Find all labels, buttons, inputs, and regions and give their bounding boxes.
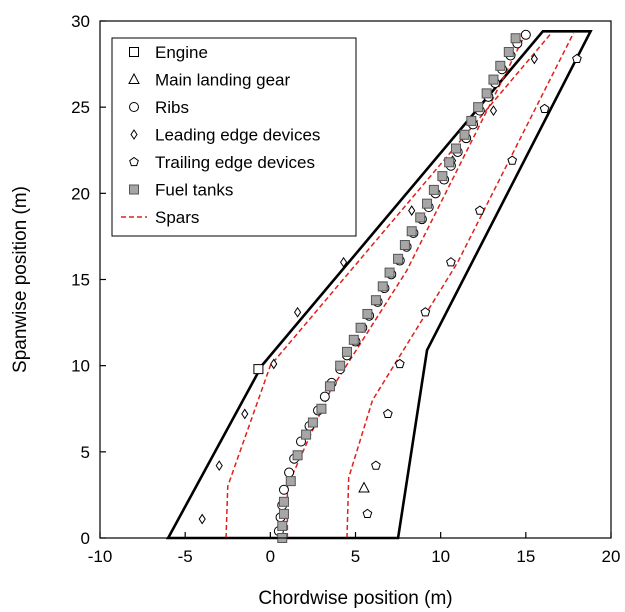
fuel-tanks-point: [355, 322, 366, 333]
legend-ribs-marker: [129, 102, 139, 112]
y-tick-label: 10: [71, 357, 90, 376]
legend-main-landing-gear-label: Main landing gear: [155, 71, 290, 90]
x-tick-label: -5: [178, 547, 193, 566]
spar-line-3: [346, 32, 575, 539]
x-tick-label: -10: [88, 547, 113, 566]
fuel-tanks-point: [292, 450, 303, 461]
legend-trailing-edge-devices-label: Trailing edge devices: [155, 153, 315, 172]
fuel-tanks-point: [335, 360, 346, 371]
fuel-tanks-point: [301, 429, 312, 440]
fuel-tanks-point: [406, 226, 417, 237]
y-tick-label: 15: [71, 271, 90, 290]
fuel-tanks-point: [428, 184, 439, 195]
ribs-point: [520, 29, 531, 40]
trailing-edge-devices-point: [371, 460, 381, 470]
leading-edge-devices-point: [241, 408, 249, 420]
leading-edge-devices-point: [293, 306, 302, 318]
fuel-tanks-point: [399, 240, 410, 251]
fuel-tanks-point: [415, 212, 426, 223]
fuel-tanks-point: [473, 102, 484, 113]
leading-edge-devices-point: [339, 256, 348, 268]
x-tick-label: 20: [602, 547, 621, 566]
x-tick-label: 0: [266, 547, 275, 566]
legend-engine-label: Engine: [155, 43, 208, 62]
fuel-tanks-point: [316, 403, 327, 414]
leading-edge-devices-point: [198, 513, 206, 525]
x-tick-label: 15: [516, 547, 535, 566]
fuel-tanks-point: [459, 129, 470, 140]
x-axis-label: Chordwise position (m): [258, 588, 452, 609]
x-tick-label: 5: [351, 547, 360, 566]
fuel-tanks-point: [307, 417, 318, 428]
trailing-edge-devices-point: [382, 408, 393, 419]
ribs-point: [278, 484, 289, 495]
fuel-tanks-point: [377, 281, 388, 292]
legend-ribs-label: Ribs: [155, 98, 189, 117]
trailing-edge-devices-point: [420, 307, 431, 317]
trailing-edge-devices-point: [572, 53, 582, 64]
fuel-tanks-point: [277, 520, 288, 531]
fuel-tanks-point: [422, 198, 433, 209]
legend-spars-label: Spars: [155, 208, 199, 227]
main-landing-gear-point: [358, 481, 370, 493]
fuel-tanks-point: [278, 496, 289, 507]
ticks-layer: -10 -5 0 5 10 15 20 0 5 10 15 20 25 30: [71, 12, 620, 566]
y-axis-label: Spanwise position (m): [10, 186, 31, 373]
legend: Engine Main landing gear Ribs Leading edge …: [111, 37, 357, 237]
fuel-tanks-point: [393, 253, 404, 264]
fuel-tanks-point: [370, 295, 381, 306]
fuel-tanks-point: [324, 381, 335, 392]
y-tick-label: 25: [71, 98, 90, 117]
legend-fuel-tanks-marker: [129, 184, 139, 195]
y-tick-label: 5: [81, 443, 90, 462]
x-tick-label: 10: [431, 547, 450, 566]
trailing-edge-devices-point: [362, 508, 373, 519]
trailing-edge-devices-point: [474, 205, 485, 215]
fuel-tanks-point: [450, 143, 461, 154]
leading-edge-devices-point: [215, 460, 223, 472]
fuel-tanks-point: [481, 88, 492, 99]
trailing-edge-devices-point: [507, 155, 518, 165]
fuel-tanks-point: [510, 33, 521, 44]
y-tick-label: 30: [71, 12, 90, 31]
ribs-point: [284, 467, 295, 478]
trailing-edge-devices-point: [394, 358, 405, 369]
leading-edge-devices-point: [489, 105, 498, 117]
leading-edge-devices-point: [530, 53, 538, 65]
fuel-tanks-point: [495, 60, 506, 71]
data-layer: [165, 29, 593, 543]
fuel-tanks-point: [285, 476, 296, 487]
fuel-tanks-point: [488, 74, 499, 85]
y-tick-label: 0: [81, 529, 90, 548]
fuel-tanks-point: [437, 171, 448, 182]
fuel-tanks-point: [341, 346, 352, 357]
ribs-point: [319, 391, 330, 402]
legend-leading-edge-devices-marker: [130, 129, 138, 140]
legend-trailing-edge-devices-marker: [129, 156, 139, 167]
fuel-tanks-point: [348, 334, 359, 345]
legend-leading-edge-devices-label: Leading edge devices: [155, 126, 320, 145]
leading-edge-devices-point: [270, 358, 278, 370]
legend-engine-marker: [129, 47, 139, 57]
engine-point: [253, 364, 264, 375]
legend-main-landing-gear-marker: [128, 72, 140, 84]
fuel-tanks-point: [384, 267, 395, 278]
spar-line-1: [225, 32, 552, 539]
fuel-tanks-point: [503, 47, 514, 58]
legend-fuel-tanks-label: Fuel tanks: [155, 181, 233, 200]
legend-box: [111, 37, 357, 237]
fuel-tanks-point: [278, 508, 289, 519]
trailing-edge-devices-point: [446, 257, 456, 267]
leading-edge-devices-point: [408, 205, 416, 216]
trailing-edge-devices-point: [539, 103, 550, 114]
fuel-tanks-point: [362, 308, 373, 319]
fuel-tanks-point: [444, 157, 455, 168]
y-tick-label: 20: [71, 184, 90, 203]
fuel-tanks-point: [466, 115, 477, 126]
